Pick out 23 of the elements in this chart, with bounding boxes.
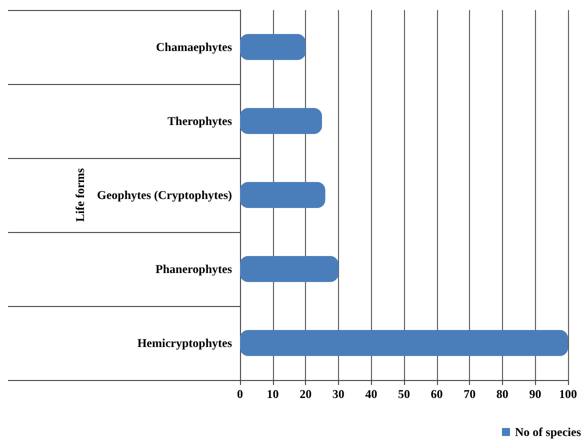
y-tick-label: Therophytes: [168, 114, 232, 128]
y-tick-label: Phanerophytes: [156, 262, 232, 276]
x-tick-label: 90: [529, 387, 542, 401]
x-tick-label: 10: [266, 387, 279, 401]
y-tick-label: Geophytes (Cryptophytes): [97, 188, 232, 202]
x-tick-label: 50: [398, 387, 410, 401]
y-tick-label: Hemicryptophytes: [137, 336, 232, 350]
bar: [240, 182, 326, 208]
bar: [240, 330, 568, 356]
x-tick-label: 0: [237, 387, 243, 401]
x-tick-label: 40: [365, 387, 378, 401]
y-tick-label: Chamaephytes: [156, 40, 232, 54]
x-tick-label: 60: [430, 387, 443, 401]
x-tick-label: 20: [300, 387, 312, 401]
x-tick-label: 70: [464, 387, 476, 401]
x-tick-label: 80: [496, 387, 508, 401]
bar: [240, 34, 306, 60]
x-tick-label: 100: [559, 387, 577, 401]
x-tick-label: 30: [332, 387, 344, 401]
bar: [240, 256, 338, 282]
bar: [240, 108, 322, 134]
legend-label: No of species: [515, 425, 582, 439]
y-axis-title: Life forms: [73, 168, 88, 222]
